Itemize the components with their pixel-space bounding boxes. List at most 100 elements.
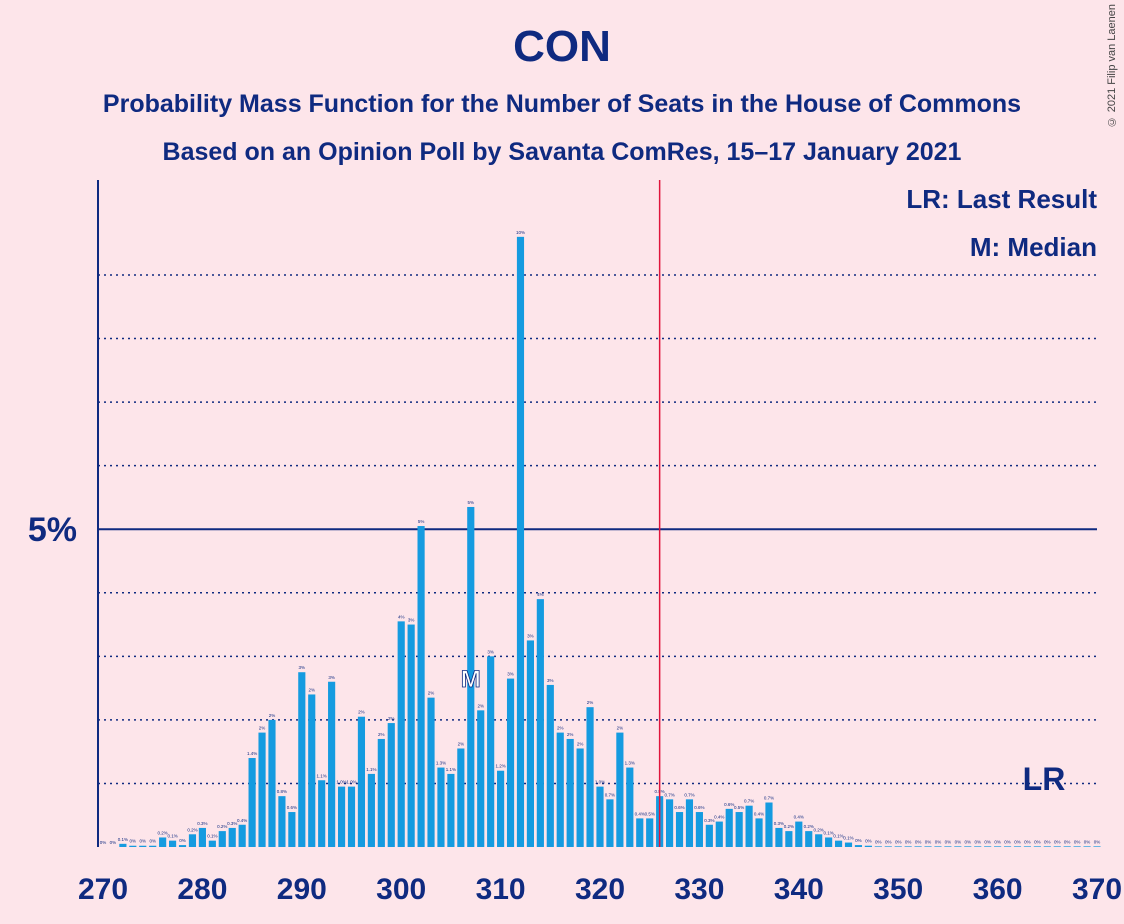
bar xyxy=(964,846,972,847)
data-label: 0% xyxy=(1004,839,1011,844)
data-label: 0% xyxy=(955,839,962,844)
bar xyxy=(576,748,584,847)
median-marker: M xyxy=(461,666,481,693)
last-result-marker: LR xyxy=(1023,761,1066,797)
data-label: 2% xyxy=(428,691,435,696)
data-label: 1.1% xyxy=(446,767,456,772)
bar xyxy=(944,846,952,847)
data-label: 1.0% xyxy=(346,780,356,785)
bar xyxy=(238,824,246,847)
data-label: 0.1% xyxy=(843,836,853,841)
bar xyxy=(1003,846,1012,847)
x-tick-label: 360 xyxy=(973,873,1023,906)
bar xyxy=(566,738,574,847)
bar xyxy=(765,802,773,847)
bar xyxy=(984,846,992,847)
bar xyxy=(894,846,902,847)
data-label: 2% xyxy=(577,741,584,746)
bar xyxy=(457,748,465,847)
data-label: 0% xyxy=(905,839,912,844)
bar xyxy=(666,799,674,847)
bar xyxy=(198,827,206,847)
data-label: 3% xyxy=(299,665,306,670)
legend-median: M: Median xyxy=(970,232,1097,262)
bar xyxy=(795,821,803,847)
bar xyxy=(685,799,694,847)
bar xyxy=(1083,846,1091,847)
bar xyxy=(169,840,177,847)
bar xyxy=(994,846,1002,847)
data-label: 0% xyxy=(1014,839,1021,844)
bar xyxy=(437,767,445,847)
x-tick-label: 370 xyxy=(1072,873,1122,906)
bar xyxy=(725,808,733,847)
bar xyxy=(884,846,892,847)
bar xyxy=(328,681,336,847)
data-label: 0% xyxy=(140,839,147,844)
bar xyxy=(318,780,326,847)
data-label: 2% xyxy=(378,732,385,737)
bar xyxy=(506,678,515,847)
bar xyxy=(248,758,256,847)
bar xyxy=(1013,846,1022,847)
bar xyxy=(924,846,932,847)
data-label: 2% xyxy=(617,726,624,731)
data-label: 2% xyxy=(477,703,484,708)
data-label: 0% xyxy=(1094,839,1101,844)
data-label: 0.8% xyxy=(277,789,287,794)
chart-subtitle-1: Probability Mass Function for the Number… xyxy=(102,90,1022,118)
bar xyxy=(705,824,713,847)
data-label: 0% xyxy=(895,839,902,844)
bar xyxy=(477,710,485,847)
data-label: 4% xyxy=(398,614,405,619)
data-label: 2% xyxy=(388,716,395,721)
bar xyxy=(715,821,723,847)
bar xyxy=(119,843,127,847)
data-label: 0% xyxy=(1034,839,1041,844)
data-label: 0% xyxy=(1044,839,1051,844)
data-label: 0% xyxy=(149,839,156,844)
bar xyxy=(337,786,346,847)
bar xyxy=(864,845,872,847)
data-label: 2% xyxy=(567,732,574,737)
data-label: 0% xyxy=(1084,839,1091,844)
data-label: 0.2% xyxy=(784,824,794,829)
bar xyxy=(636,818,644,847)
bar xyxy=(268,719,276,847)
data-label: 1.4% xyxy=(247,751,257,756)
data-label: 0.6% xyxy=(674,805,684,810)
bar xyxy=(298,672,306,847)
data-label: 0% xyxy=(110,840,117,845)
bar xyxy=(1093,846,1101,847)
bar xyxy=(487,656,495,847)
data-label: 2% xyxy=(587,700,594,705)
x-tick-label: 330 xyxy=(674,873,724,906)
bars xyxy=(119,236,1101,847)
bar xyxy=(954,846,962,847)
data-label: 3% xyxy=(408,618,415,623)
bar xyxy=(417,526,425,847)
data-label: 2% xyxy=(458,741,465,746)
data-label: 2% xyxy=(308,687,315,692)
data-label: 1.1% xyxy=(366,767,376,772)
data-label: 0% xyxy=(915,839,922,844)
data-label: 0.6% xyxy=(694,805,704,810)
data-label: 1.3% xyxy=(436,761,446,766)
data-label: 0.1% xyxy=(167,834,177,839)
bar xyxy=(427,697,435,847)
data-label: 0.7% xyxy=(684,792,694,797)
data-label: 0.3% xyxy=(197,821,207,826)
data-label: 1.0% xyxy=(595,780,605,785)
data-label: 3% xyxy=(487,649,494,654)
data-label: 0.1% xyxy=(833,834,843,839)
data-label: 1.3% xyxy=(625,761,635,766)
x-tick-label: 270 xyxy=(78,873,128,906)
bar xyxy=(467,506,475,847)
bar xyxy=(616,732,624,847)
bar xyxy=(387,723,395,847)
bar xyxy=(695,812,703,847)
data-label: 2% xyxy=(358,710,365,715)
data-label: 3% xyxy=(547,678,554,683)
x-tick-label: 350 xyxy=(873,873,923,906)
